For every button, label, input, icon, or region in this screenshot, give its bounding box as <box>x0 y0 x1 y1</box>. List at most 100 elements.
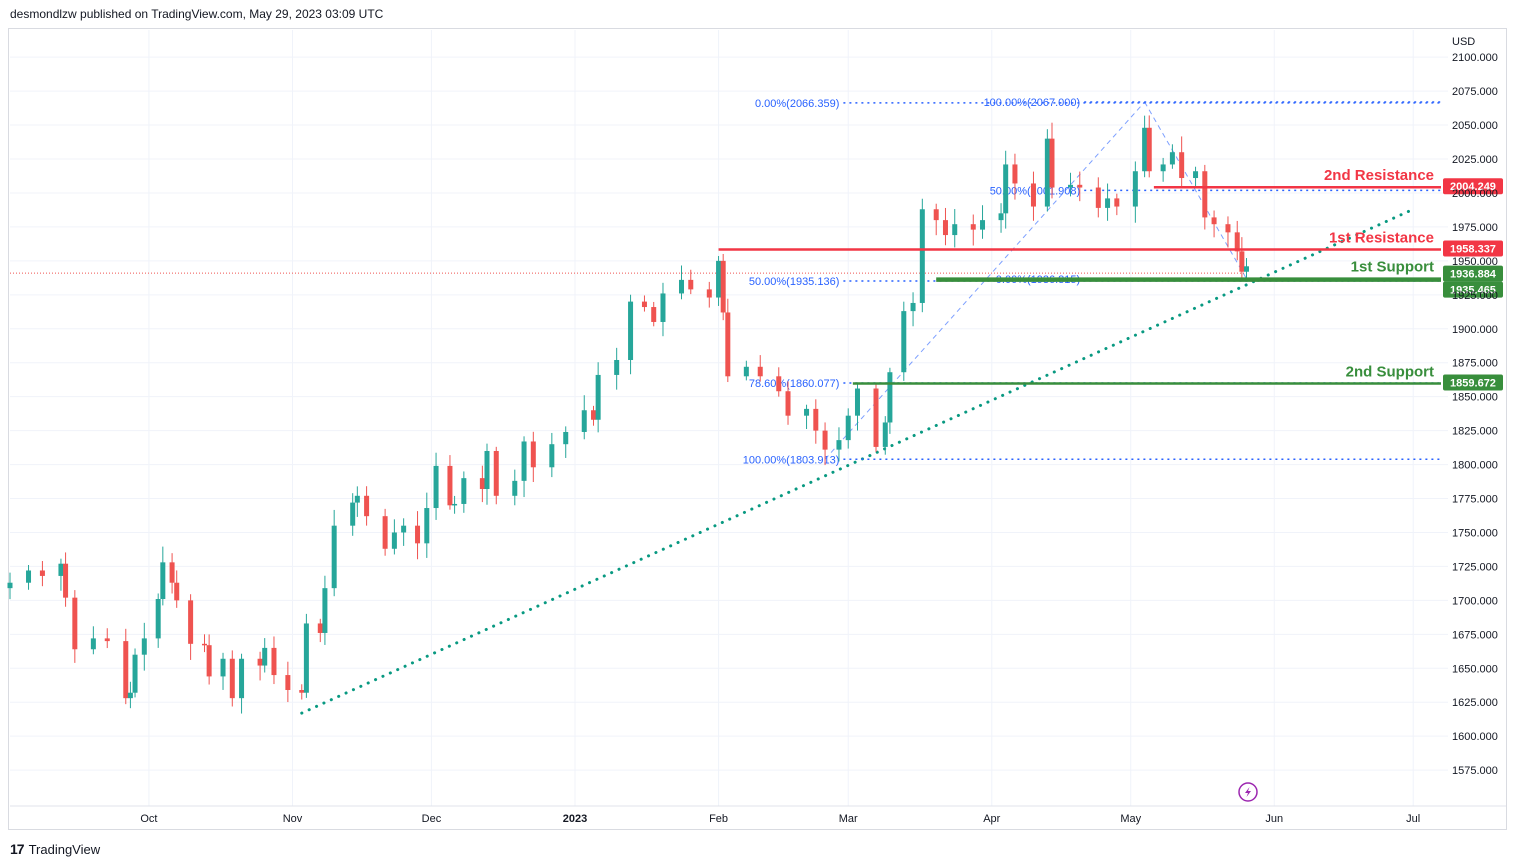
level-price-text: 1859.672 <box>1450 378 1496 390</box>
candle-body <box>220 658 226 677</box>
x-tick-label: Nov <box>283 813 303 825</box>
candle-body <box>980 220 986 230</box>
candle-body <box>804 408 810 416</box>
candle-body <box>970 224 976 230</box>
y-tick-label: 1850.000 <box>1452 392 1498 404</box>
level-price-tag <box>1443 240 1503 257</box>
candle-body <box>822 430 828 450</box>
candle-body <box>141 638 147 655</box>
candle-body <box>1193 171 1199 179</box>
candle-body <box>39 570 45 576</box>
candle-body <box>716 260 722 298</box>
currency-label: USD <box>1452 36 1475 48</box>
ascending-trendline <box>300 101 1415 715</box>
x-tick-label: Apr <box>983 813 1000 825</box>
tradingview-logo-icon: 17 <box>10 841 25 857</box>
candle-body <box>26 570 32 583</box>
fib-connector <box>1144 101 1247 280</box>
candle-body <box>206 645 212 677</box>
candle-body <box>364 495 370 517</box>
candle-body <box>1132 171 1138 207</box>
candle-body <box>836 440 842 450</box>
candle-body <box>257 658 263 666</box>
y-tick-label: 1725.000 <box>1452 561 1498 573</box>
candle-body <box>123 641 129 699</box>
candle-body <box>887 372 893 423</box>
x-tick-label: Feb <box>709 813 728 825</box>
y-tick-label: 1600.000 <box>1452 731 1498 743</box>
trendline-dots <box>300 207 1415 715</box>
time-axis[interactable]: Oct Nov Dec 2023 Feb Mar Apr May Jun Jul <box>10 805 1506 825</box>
fib-level-label: 0.00%(2066.359) <box>755 98 839 110</box>
candle-body <box>303 623 309 693</box>
y-tick-label: 1775.000 <box>1452 494 1498 506</box>
candle-body <box>1146 127 1152 172</box>
candle-body <box>229 658 235 699</box>
candle-body <box>1243 266 1249 272</box>
candle-body <box>155 599 161 639</box>
candle-body <box>813 408 819 431</box>
y-tick-label: 1875.000 <box>1452 358 1498 370</box>
candle-body <box>743 366 749 377</box>
candle-body <box>479 478 485 490</box>
candle-body <box>845 415 851 441</box>
candle-body <box>563 431 569 445</box>
candle-body <box>174 582 180 601</box>
candle-body <box>484 450 490 490</box>
chart-frame <box>8 28 1507 830</box>
candle-body <box>776 376 782 392</box>
candle-body <box>1239 251 1245 272</box>
y-tick-label: 2075.000 <box>1452 86 1498 98</box>
level-name-label: 2nd Resistance <box>1324 167 1434 184</box>
candle-body <box>998 213 1004 221</box>
brand-name: TradingView <box>28 841 101 857</box>
candle-body <box>1068 184 1074 188</box>
candle-body <box>785 391 791 416</box>
y-tick-label: 1925.000 <box>1452 290 1498 302</box>
fib-level-label: 100.00%(2067.000) <box>984 97 1081 109</box>
candle-body <box>651 307 657 322</box>
level-price-text: 1958.337 <box>1450 244 1496 256</box>
level-price-text: 1935.465 <box>1450 285 1496 297</box>
fibonacci-levels: 0.00%(2066.359) 50.00%(1935.136) 78.60%(18… <box>743 97 1441 466</box>
candle-body <box>262 647 268 666</box>
y-tick-label: 1625.000 <box>1452 697 1498 709</box>
candle-body <box>1077 184 1083 188</box>
level-name-label: 1st Resistance <box>1329 230 1434 247</box>
candle-body <box>549 444 555 468</box>
candle-body <box>322 588 328 633</box>
tradingview-footer[interactable]: 17 TradingView <box>10 841 100 857</box>
level-price-text: 2004.249 <box>1450 181 1496 193</box>
candle-body <box>1012 164 1018 184</box>
publisher-caption: desmondlzw published on TradingView.com,… <box>10 7 384 21</box>
y-tick-label: 1800.000 <box>1452 460 1498 472</box>
candle-body <box>581 410 587 432</box>
x-tick-label: Mar <box>839 813 858 825</box>
candle-body <box>1169 152 1175 165</box>
candle-body <box>614 360 620 375</box>
candle-body <box>521 441 527 481</box>
candle-body <box>202 643 208 646</box>
price-axis[interactable]: USD 1575.000 1600.000 1625.000 1650.000 1675.… <box>1452 36 1498 777</box>
key-levels: 2004.249 2nd Resistance 1958.337 1st Resist… <box>718 167 1503 391</box>
candle-body <box>452 503 458 506</box>
candle-body <box>1044 138 1050 207</box>
y-tick-label: 1700.000 <box>1452 595 1498 607</box>
y-tick-label: 1750.000 <box>1452 527 1498 539</box>
candle-body <box>317 623 323 633</box>
candle-body <box>1030 183 1036 207</box>
candle-body <box>104 638 110 642</box>
level-price-tag <box>1443 281 1503 298</box>
fib-level-label: 78.60%(1860.077) <box>749 378 840 390</box>
candle-body <box>512 480 518 496</box>
candle-body <box>1202 171 1208 218</box>
candle-body <box>285 675 291 690</box>
candle-body <box>391 532 397 549</box>
candle-body <box>591 410 597 420</box>
replay-icon[interactable] <box>1238 782 1258 802</box>
y-tick-label: 1950.000 <box>1452 256 1498 268</box>
candle-body <box>910 302 916 312</box>
level-price-tag <box>1443 374 1503 391</box>
x-tick-label: 2023 <box>563 813 587 825</box>
